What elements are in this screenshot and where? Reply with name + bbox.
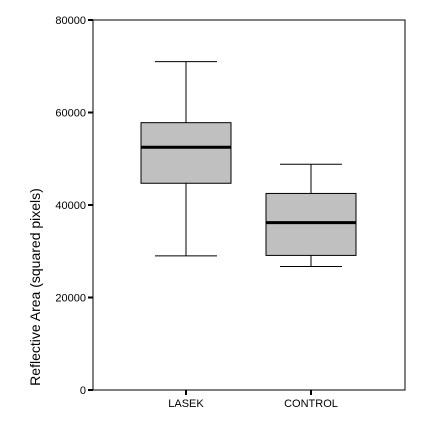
y-tick-label: 20000 [55,293,86,305]
x-axis: LASEK CONTROL [168,390,338,410]
y-tick-label: 0 [80,385,86,397]
box-control [265,163,357,268]
boxes [140,61,357,268]
y-tick-label: 40000 [55,200,86,212]
x-tick-label: LASEK [168,398,204,410]
plot-frame [92,19,406,391]
y-axis-title: Reflective Area (squared pixels) [27,188,43,386]
iqr-box [265,192,357,256]
iqr-box [140,122,232,184]
y-tick-label: 80000 [55,15,86,27]
y-axis: 0 20000 40000 60000 80000 [55,15,93,397]
y-tick-label: 60000 [55,108,86,120]
box-lasek [140,61,232,257]
x-tick-label: CONTROL [284,398,338,410]
